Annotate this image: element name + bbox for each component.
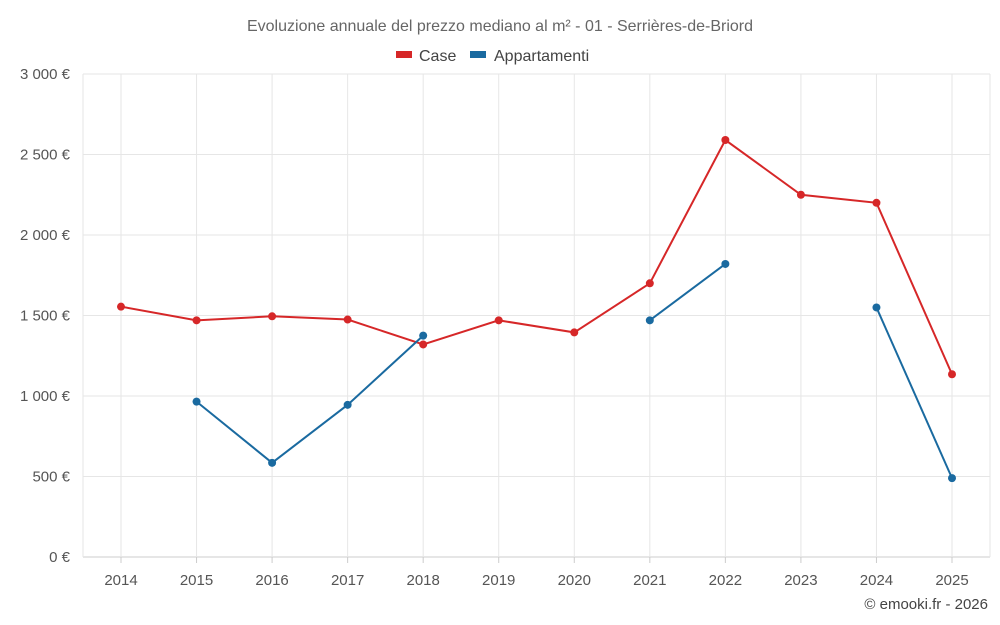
data-point-case[interactable] <box>268 312 277 321</box>
series-appartamenti <box>192 259 956 483</box>
credit-text: © emooki.fr - 2026 <box>864 596 988 613</box>
series <box>117 136 956 483</box>
data-point-case[interactable] <box>419 340 428 349</box>
legend-item-case[interactable]: Case <box>396 48 456 65</box>
x-tick-label: 2015 <box>180 572 213 589</box>
y-tick-label: 1 500 € <box>20 308 71 325</box>
x-axis-ticks: 2014 2015 2016 2017 2018 2019 2020 2021 2022 2023… <box>104 572 968 589</box>
legend-item-appartamenti[interactable]: Appartamenti <box>470 48 589 65</box>
data-point-appartamenti[interactable] <box>721 259 730 268</box>
data-point-appartamenti[interactable] <box>872 303 881 312</box>
data-point-appartamenti[interactable] <box>268 458 277 467</box>
data-point-case[interactable] <box>494 316 503 325</box>
data-point-case[interactable] <box>645 279 654 288</box>
data-point-appartamenti[interactable] <box>948 474 956 483</box>
data-point-case[interactable] <box>343 315 352 324</box>
data-point-case[interactable] <box>872 198 881 207</box>
x-tick-label: 2023 <box>784 572 817 589</box>
data-point-case[interactable] <box>570 328 579 337</box>
data-point-appartamenti[interactable] <box>343 400 352 409</box>
chart-title: Evoluzione annuale del prezzo mediano al… <box>247 18 753 35</box>
legend-swatch-case <box>396 51 412 58</box>
y-tick-label: 3 000 € <box>20 66 71 83</box>
data-point-appartamenti[interactable] <box>645 316 654 325</box>
legend-label-case: Case <box>419 48 456 65</box>
x-tick-label: 2021 <box>633 572 666 589</box>
y-tick-label: 2 500 € <box>20 147 71 164</box>
y-tick-label: 2 000 € <box>20 227 71 244</box>
x-tick-label: 2016 <box>255 572 288 589</box>
data-point-appartamenti[interactable] <box>192 397 201 406</box>
data-point-case[interactable] <box>948 370 956 379</box>
series-case <box>117 136 956 379</box>
x-tick-label: 2018 <box>406 572 439 589</box>
data-point-case[interactable] <box>721 136 730 145</box>
legend-label-appartamenti: Appartamenti <box>494 48 589 65</box>
series-line-appartamenti <box>195 334 424 465</box>
y-tick-label: 1 000 € <box>20 388 71 405</box>
data-point-case[interactable] <box>117 302 125 311</box>
series-line-case <box>120 138 953 375</box>
y-axis-ticks: 0 € 500 € 1 000 € 1 500 € 2 000 € 2 500 € 3 00… <box>20 66 71 566</box>
x-tick-label: 2024 <box>860 572 893 589</box>
legend-swatch-appartamenti <box>470 51 486 58</box>
x-tick-label: 2014 <box>104 572 137 589</box>
x-tick-label: 2025 <box>935 572 968 589</box>
x-tick-label: 2019 <box>482 572 515 589</box>
y-tick-label: 500 € <box>32 469 70 486</box>
x-tick-label: 2017 <box>331 572 364 589</box>
legend: Case Appartamenti <box>396 48 589 65</box>
series-line-appartamenti <box>875 307 953 479</box>
data-point-case[interactable] <box>796 190 805 199</box>
series-line-appartamenti <box>649 263 726 322</box>
x-tick-label: 2020 <box>558 572 591 589</box>
data-point-appartamenti[interactable] <box>419 331 428 340</box>
y-tick-label: 0 € <box>49 549 71 566</box>
x-tick-label: 2022 <box>709 572 742 589</box>
data-point-case[interactable] <box>192 316 201 325</box>
